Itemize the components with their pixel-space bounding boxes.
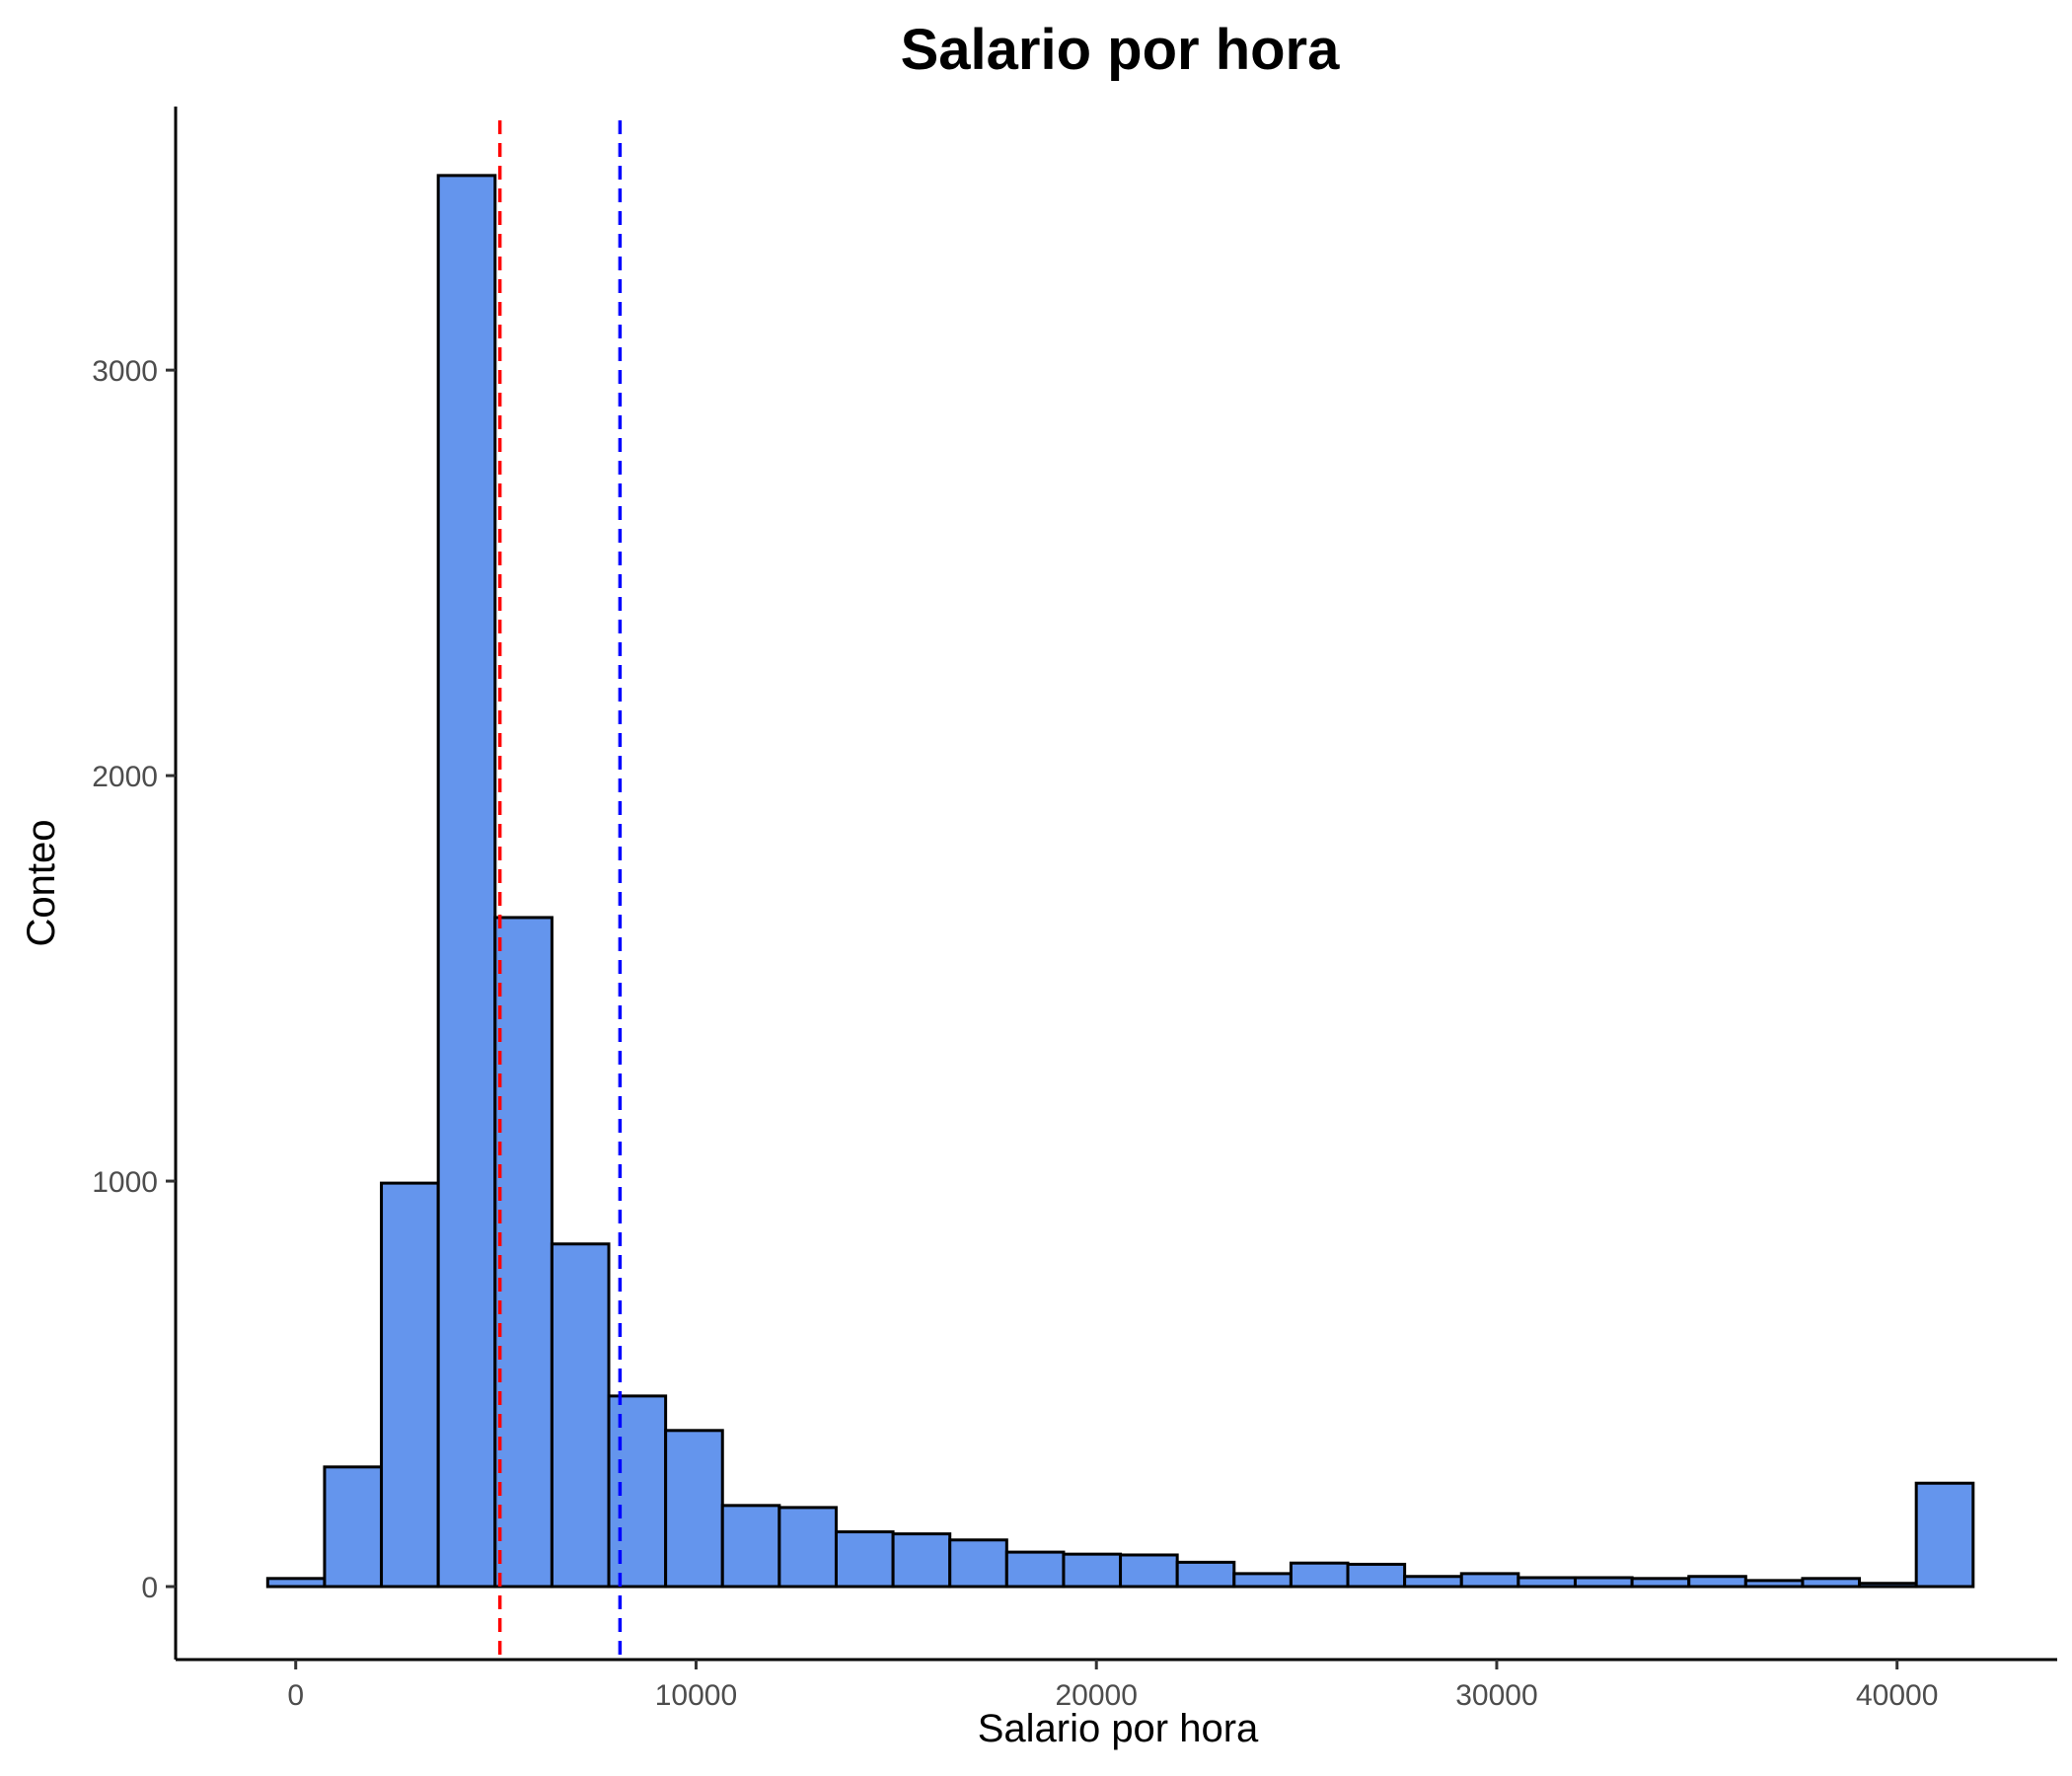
- histogram-bar: [1004, 1550, 1066, 1589]
- histogram-bar: [1459, 1572, 1520, 1589]
- histogram-bar: [493, 916, 554, 1589]
- histogram-bar: [265, 1577, 327, 1589]
- histogram-bar: [1175, 1560, 1236, 1589]
- y-axis-ticks: 0 1000 2000 3000: [92, 355, 176, 1604]
- histogram-bar: [1289, 1561, 1350, 1589]
- x-tick-label: 10000: [655, 1679, 737, 1712]
- histogram-bar: [834, 1530, 895, 1589]
- x-tick-label: 30000: [1455, 1679, 1537, 1712]
- histogram-bar: [1403, 1575, 1463, 1589]
- reference-lines: [497, 120, 623, 1660]
- histogram-bar: [1858, 1582, 1918, 1589]
- histogram-bar: [1743, 1579, 1805, 1589]
- histogram-bar: [1687, 1575, 1747, 1589]
- x-tick-label: 0: [287, 1679, 304, 1712]
- histogram-bar: [323, 1465, 384, 1589]
- histogram-bar: [1573, 1576, 1634, 1589]
- histogram-bar: [948, 1538, 1008, 1589]
- y-axis-title: Conteo: [20, 820, 63, 947]
- x-tick-label: 40000: [1856, 1679, 1938, 1712]
- x-axis-ticks: 0 10000 20000 30000 40000: [287, 1660, 1938, 1712]
- histogram-bar: [664, 1429, 724, 1589]
- histogram-bar: [1914, 1481, 1975, 1589]
- histogram-bar: [1517, 1576, 1577, 1589]
- histogram-bar: [891, 1532, 952, 1589]
- x-tick-label: 20000: [1055, 1679, 1137, 1712]
- y-tick-label: 0: [141, 1572, 158, 1604]
- x-axis-title: Salario por hora: [978, 1707, 1259, 1750]
- histogram-bar: [1232, 1572, 1293, 1589]
- chart-title: Salario por hora: [901, 18, 1341, 82]
- histogram-bar: [777, 1506, 838, 1589]
- histogram-bar: [1119, 1553, 1179, 1589]
- histogram-bar: [1346, 1562, 1407, 1589]
- histogram-bar: [1630, 1577, 1691, 1589]
- histogram-bar: [380, 1181, 440, 1589]
- bars: [265, 174, 1975, 1589]
- histogram-bar: [720, 1504, 781, 1589]
- histogram-bar: [607, 1394, 668, 1589]
- histogram-bar: [1801, 1577, 1862, 1589]
- histogram-bar: [1062, 1552, 1123, 1589]
- y-tick-label: 2000: [92, 761, 158, 793]
- y-tick-label: 1000: [92, 1166, 158, 1199]
- histogram-bar: [550, 1242, 611, 1589]
- y-tick-label: 3000: [92, 355, 158, 388]
- histogram-bar: [436, 174, 497, 1589]
